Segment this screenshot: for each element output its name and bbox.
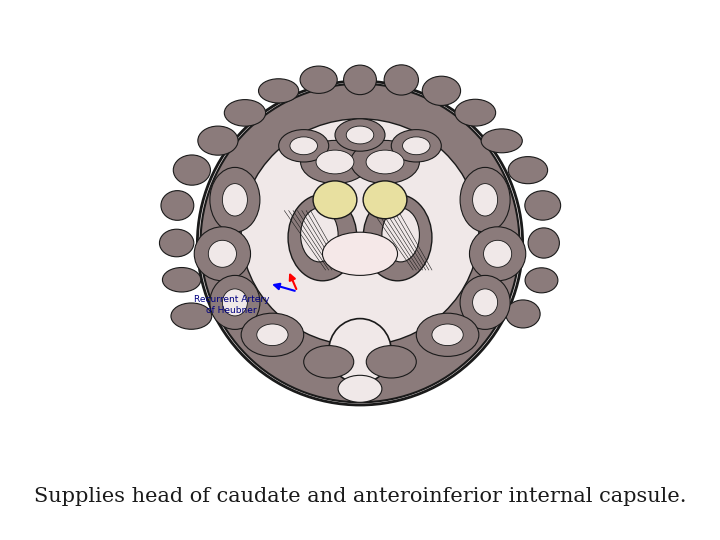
- Ellipse shape: [455, 99, 495, 126]
- Ellipse shape: [460, 167, 510, 232]
- Ellipse shape: [300, 66, 337, 93]
- Ellipse shape: [366, 346, 416, 378]
- Ellipse shape: [323, 232, 397, 275]
- Ellipse shape: [343, 65, 377, 94]
- Ellipse shape: [402, 137, 430, 155]
- Ellipse shape: [460, 275, 510, 329]
- Ellipse shape: [329, 319, 391, 383]
- Ellipse shape: [279, 130, 329, 162]
- Ellipse shape: [472, 289, 498, 316]
- Ellipse shape: [416, 313, 479, 356]
- Ellipse shape: [241, 313, 304, 356]
- Ellipse shape: [210, 167, 260, 232]
- Ellipse shape: [241, 119, 479, 346]
- Text: Supplies head of caudate and anteroinferior internal capsule.: Supplies head of caudate and anteroinfer…: [34, 487, 686, 507]
- Ellipse shape: [422, 76, 461, 105]
- Ellipse shape: [469, 227, 526, 281]
- Ellipse shape: [508, 157, 548, 184]
- Ellipse shape: [304, 346, 354, 378]
- Ellipse shape: [225, 99, 266, 126]
- Ellipse shape: [528, 228, 559, 258]
- Ellipse shape: [525, 191, 561, 220]
- Ellipse shape: [258, 79, 299, 103]
- Ellipse shape: [363, 194, 432, 281]
- Ellipse shape: [505, 300, 540, 328]
- Text: Recurrent Artery
of Heubner: Recurrent Artery of Heubner: [194, 295, 269, 315]
- Ellipse shape: [391, 130, 441, 162]
- Ellipse shape: [313, 181, 357, 219]
- Ellipse shape: [194, 227, 251, 281]
- Ellipse shape: [200, 84, 520, 402]
- Ellipse shape: [300, 140, 369, 184]
- Ellipse shape: [171, 303, 212, 329]
- Ellipse shape: [208, 240, 236, 267]
- Ellipse shape: [290, 137, 318, 155]
- Ellipse shape: [300, 208, 338, 262]
- Ellipse shape: [198, 126, 238, 155]
- Ellipse shape: [197, 81, 523, 405]
- Ellipse shape: [484, 240, 512, 267]
- Ellipse shape: [288, 194, 357, 281]
- Ellipse shape: [210, 275, 260, 329]
- Ellipse shape: [481, 129, 522, 153]
- Ellipse shape: [384, 65, 418, 95]
- Ellipse shape: [363, 181, 407, 219]
- Ellipse shape: [163, 267, 201, 292]
- Ellipse shape: [222, 184, 248, 216]
- Ellipse shape: [316, 150, 354, 174]
- Ellipse shape: [346, 126, 374, 144]
- Ellipse shape: [525, 268, 558, 293]
- Ellipse shape: [382, 208, 420, 262]
- Ellipse shape: [257, 324, 288, 346]
- Ellipse shape: [338, 375, 382, 402]
- Ellipse shape: [159, 229, 194, 257]
- Ellipse shape: [335, 119, 385, 151]
- Ellipse shape: [351, 140, 420, 184]
- Ellipse shape: [432, 324, 463, 346]
- Ellipse shape: [366, 150, 404, 174]
- Ellipse shape: [472, 184, 498, 216]
- Ellipse shape: [222, 289, 248, 316]
- Ellipse shape: [161, 191, 194, 220]
- Ellipse shape: [174, 155, 210, 185]
